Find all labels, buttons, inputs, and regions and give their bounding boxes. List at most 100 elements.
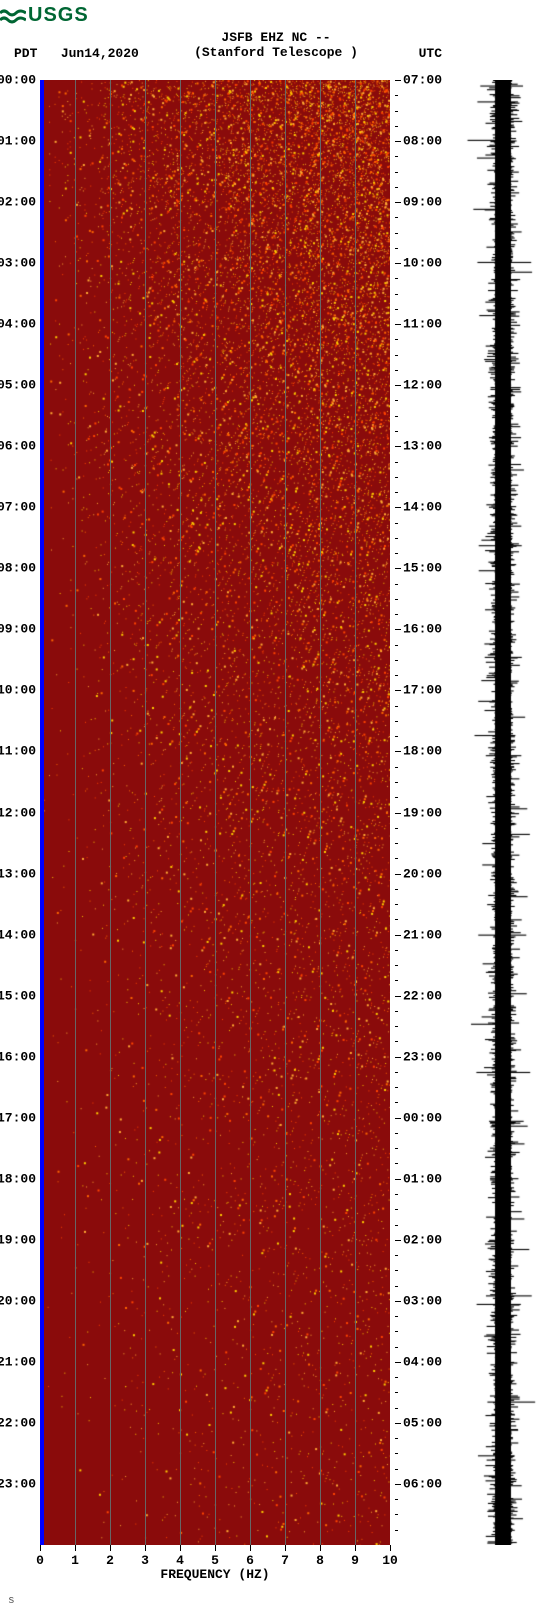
freq-tick <box>285 1545 286 1551</box>
wave-icon <box>0 7 26 25</box>
utc-tick-mark <box>395 568 401 569</box>
utc-minor-tick <box>395 645 398 646</box>
utc-minor-tick <box>395 172 398 173</box>
utc-tick-mark <box>395 1484 401 1485</box>
utc-minor-tick <box>395 584 398 585</box>
pdt-time-tick: 22:00 <box>0 1415 36 1430</box>
utc-minor-tick <box>395 767 398 768</box>
utc-minor-tick <box>395 1530 398 1531</box>
utc-minor-tick <box>395 523 398 524</box>
utc-time-tick: 09:00 <box>403 195 442 210</box>
pdt-time-tick: 03:00 <box>0 256 36 271</box>
freq-tick-label: 7 <box>281 1553 289 1568</box>
tz-left-label: PDT <box>14 46 37 61</box>
utc-minor-tick <box>395 1286 398 1287</box>
utc-minor-tick <box>395 400 398 401</box>
freq-tick <box>180 1545 181 1551</box>
utc-minor-tick <box>395 1514 398 1515</box>
utc-minor-tick <box>395 675 398 676</box>
pdt-time-tick: 01:00 <box>0 134 36 149</box>
freq-tick <box>355 1545 356 1551</box>
utc-time-tick: 17:00 <box>403 683 442 698</box>
grid-line <box>215 80 216 1545</box>
x-axis-title: FREQUENCY (HZ) <box>160 1567 269 1582</box>
pdt-time-tick: 17:00 <box>0 1110 36 1125</box>
utc-minor-tick <box>395 965 398 966</box>
utc-tick-mark <box>395 141 401 142</box>
utc-minor-tick <box>395 1011 398 1012</box>
freq-tick <box>40 1545 41 1551</box>
utc-minor-tick <box>395 294 398 295</box>
utc-minor-tick <box>395 1072 398 1073</box>
utc-minor-tick <box>395 950 398 951</box>
utc-minor-tick <box>395 309 398 310</box>
utc-minor-tick <box>395 1255 398 1256</box>
utc-time-tick: 07:00 <box>403 73 442 88</box>
utc-minor-tick <box>395 492 398 493</box>
utc-tick-mark <box>395 935 401 936</box>
pdt-time-tick: 14:00 <box>0 927 36 942</box>
utc-minor-tick <box>395 1102 398 1103</box>
utc-time-tick: 23:00 <box>403 1049 442 1064</box>
utc-time-tick: 13:00 <box>403 439 442 454</box>
grid-line <box>250 80 251 1545</box>
utc-time-tick: 21:00 <box>403 927 442 942</box>
usgs-logo: USGS <box>0 4 89 27</box>
utc-minor-tick <box>395 248 398 249</box>
utc-tick-mark <box>395 1179 401 1180</box>
freq-tick <box>215 1545 216 1551</box>
pdt-time-tick: 12:00 <box>0 805 36 820</box>
utc-minor-tick <box>395 1469 398 1470</box>
utc-minor-tick <box>395 828 398 829</box>
freq-tick-label: 5 <box>211 1553 219 1568</box>
date-label: Jun14,2020 <box>61 46 139 61</box>
utc-time-tick: 15:00 <box>403 561 442 576</box>
utc-minor-tick <box>395 1331 398 1332</box>
utc-minor-tick <box>395 278 398 279</box>
utc-minor-tick <box>395 858 398 859</box>
utc-minor-tick <box>395 538 398 539</box>
grid-line <box>145 80 146 1545</box>
utc-minor-tick <box>395 1163 398 1164</box>
utc-tick-mark <box>395 80 401 81</box>
utc-minor-tick <box>395 1133 398 1134</box>
utc-minor-tick <box>395 919 398 920</box>
utc-minor-tick <box>395 339 398 340</box>
pdt-time-tick: 10:00 <box>0 683 36 698</box>
utc-minor-tick <box>395 843 398 844</box>
utc-minor-tick <box>395 126 398 127</box>
timezone-right: UTC <box>419 46 442 61</box>
utc-minor-tick <box>395 217 398 218</box>
utc-minor-tick <box>395 1453 398 1454</box>
utc-minor-tick <box>395 95 398 96</box>
utc-minor-tick <box>395 553 398 554</box>
utc-tick-mark <box>395 629 401 630</box>
freq-tick-label: 2 <box>106 1553 114 1568</box>
utc-minor-tick <box>395 1194 398 1195</box>
utc-minor-tick <box>395 416 398 417</box>
utc-minor-tick <box>395 1209 398 1210</box>
pdt-time-tick: 00:00 <box>0 73 36 88</box>
utc-tick-mark <box>395 1301 401 1302</box>
utc-minor-tick <box>395 614 398 615</box>
utc-tick-mark <box>395 324 401 325</box>
freq-tick <box>250 1545 251 1551</box>
freq-tick <box>110 1545 111 1551</box>
utc-tick-mark <box>395 202 401 203</box>
spectrogram-plot <box>40 80 390 1545</box>
grid-line <box>180 80 181 1545</box>
pdt-time-tick: 02:00 <box>0 195 36 210</box>
utc-minor-tick <box>395 980 398 981</box>
freq-tick-label: 0 <box>36 1553 44 1568</box>
utc-minor-tick <box>395 889 398 890</box>
timezone-left: PDT Jun14,2020 <box>14 46 139 61</box>
utc-minor-tick <box>395 1041 398 1042</box>
utc-tick-mark <box>395 1118 401 1119</box>
utc-minor-tick <box>395 797 398 798</box>
utc-time-tick: 14:00 <box>403 500 442 515</box>
pdt-time-tick: 19:00 <box>0 1232 36 1247</box>
freq-tick-label: 4 <box>176 1553 184 1568</box>
utc-tick-mark <box>395 874 401 875</box>
pdt-time-tick: 21:00 <box>0 1354 36 1369</box>
utc-time-tick: 05:00 <box>403 1415 442 1430</box>
